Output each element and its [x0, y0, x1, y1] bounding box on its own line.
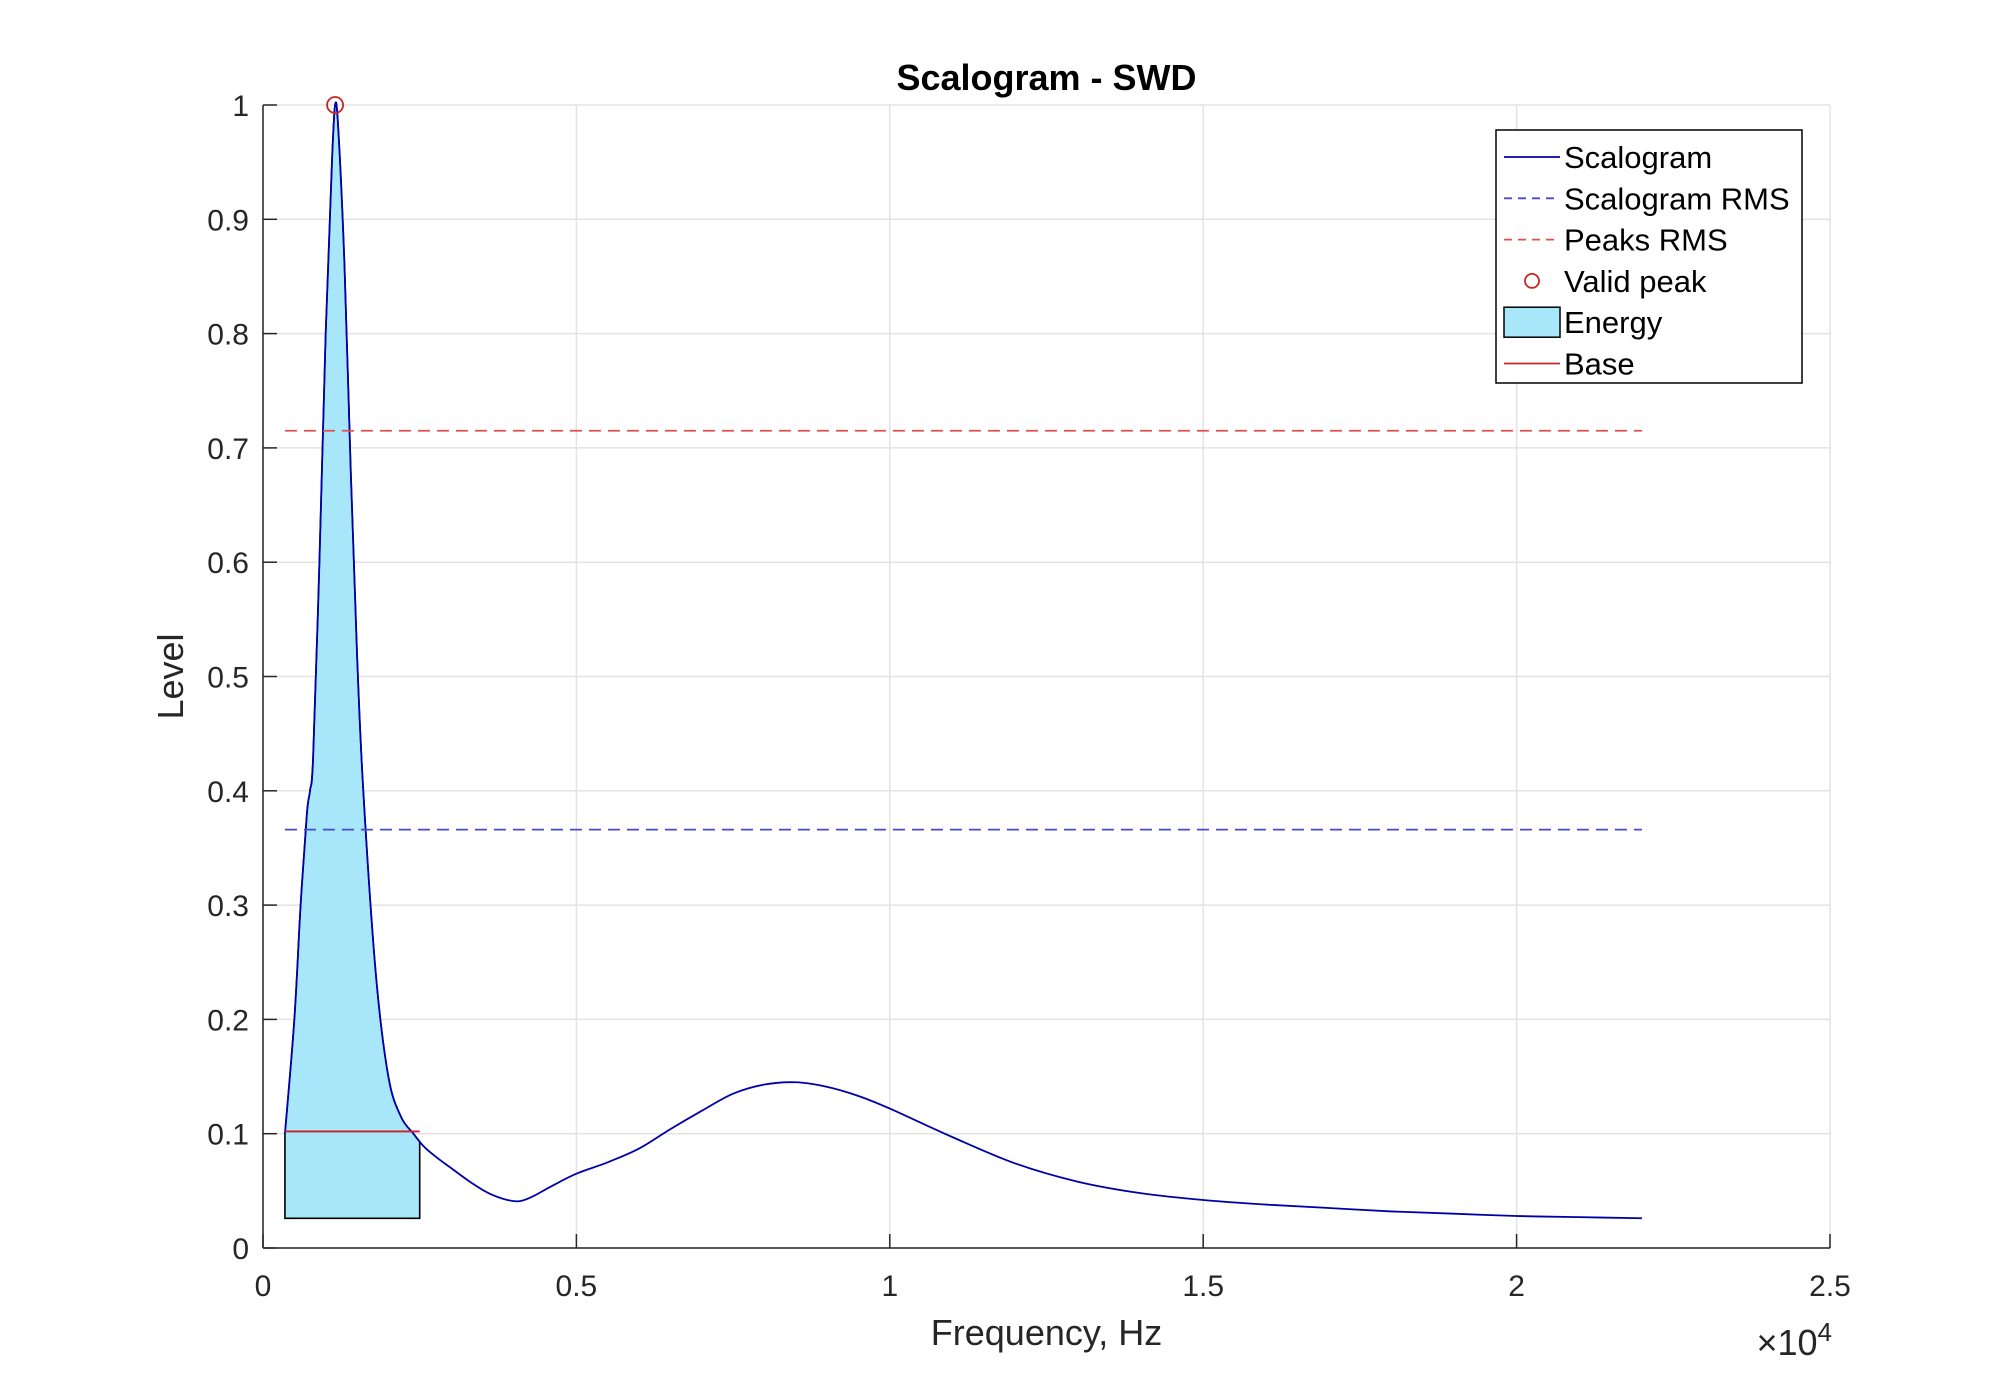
- x-axis-label: Frequency, Hz: [931, 1312, 1162, 1353]
- x-exponent-power: 4: [1818, 1317, 1832, 1347]
- chart-title: Scalogram - SWD: [896, 57, 1196, 98]
- x-tick-label: 0: [255, 1270, 272, 1303]
- y-tick-label: 0.6: [207, 547, 249, 580]
- y-tick-label: 1: [232, 90, 249, 123]
- legend-label-base: Base: [1564, 347, 1635, 382]
- x-tick-label: 2.5: [1809, 1270, 1851, 1303]
- legend-label-scalogram: Scalogram: [1564, 140, 1712, 175]
- legend-label-valid-peak: Valid peak: [1564, 264, 1707, 299]
- y-tick-label: 0.9: [207, 204, 249, 237]
- grid: [262, 104, 1831, 1249]
- x-tick-label: 2: [1508, 1270, 1525, 1303]
- y-tick-label: 0.7: [207, 433, 249, 466]
- y-axis-label: Level: [150, 633, 191, 719]
- y-tick-label: 0.2: [207, 1004, 249, 1037]
- y-tick-label: 0.8: [207, 319, 249, 352]
- legend-swatch-valid-peak: [1524, 272, 1540, 289]
- legend-label-peaks-rms: Peaks RMS: [1564, 223, 1728, 258]
- scalogram-line: [284, 101, 1642, 1220]
- legend-label-energy: Energy: [1564, 305, 1663, 340]
- y-tick-label: 0: [232, 1233, 249, 1266]
- valid-peak-marker: [326, 96, 344, 114]
- x-tick-label: 1.5: [1182, 1270, 1224, 1303]
- x-exponent-base: ×10: [1756, 1322, 1817, 1363]
- legend-box: [1495, 129, 1803, 384]
- legend: Scalogram Scalogram RMS Peaks RMS Valid pea…: [1495, 129, 1803, 384]
- axes: [262, 104, 1831, 1249]
- x-exponent-label: ×104: [1756, 1317, 1832, 1363]
- y-tick-label: 0.4: [207, 776, 249, 809]
- legend-label-scalogram-rms: Scalogram RMS: [1564, 181, 1790, 216]
- y-tick-label: 0.5: [207, 662, 249, 695]
- y-tick-label: 0.3: [207, 890, 249, 923]
- y-tick-label: 0.1: [207, 1119, 249, 1152]
- series-lines: [284, 96, 1642, 1220]
- x-tick-label: 1: [881, 1270, 898, 1303]
- legend-swatch-energy: [1503, 306, 1561, 338]
- x-tick-label: 0.5: [556, 1270, 598, 1303]
- tick-labels: 0 0.5 1 1.5 2 2.5 0 0.1 0.2 0.3 0.4 0.5 0.6 0.7 0.8 0.9…: [207, 90, 1851, 1303]
